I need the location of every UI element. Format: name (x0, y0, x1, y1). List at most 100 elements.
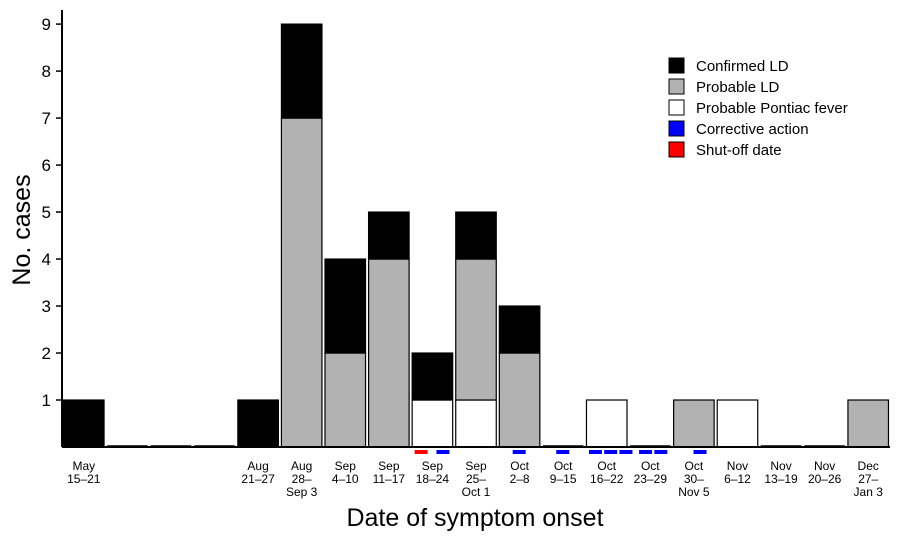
shut-off-marker (414, 450, 428, 454)
bars-group (62, 23, 890, 448)
x-category-line: Oct (597, 459, 616, 473)
bar-segment (324, 352, 367, 448)
x-axis-title: Date of symptom onset (346, 504, 603, 532)
bar-segment (280, 23, 323, 119)
x-category-line: Oct (510, 459, 529, 473)
legend-swatch (668, 141, 685, 158)
corrective-action-marker (512, 450, 526, 454)
x-category-label: Nov 13–19 (764, 459, 798, 486)
y-tick-label: 3 (42, 297, 51, 316)
bar-segment (455, 258, 497, 401)
bar-segment (411, 399, 454, 448)
x-category-label: Oct 16–22 (590, 459, 624, 486)
bar-segment (324, 258, 367, 354)
x-category-line: 21–27 (241, 472, 275, 486)
x-category-line: Sep (378, 459, 400, 473)
bar-segment (498, 352, 541, 448)
bar-segment (716, 399, 759, 448)
corrective-action-marker (619, 450, 633, 454)
bar-segment (847, 399, 890, 448)
x-category-line: Oct 1 (462, 485, 491, 499)
x-category-line: Oct (641, 459, 660, 473)
x-category-label: Nov 20–26 (808, 459, 842, 486)
bar-segment (455, 399, 497, 448)
x-category-line: Jan 3 (854, 485, 884, 499)
legend: Confirmed LD Probable LD Probable Pontiac … (668, 57, 848, 159)
bar-segment (367, 258, 410, 448)
x-category-line: Sep 3 (286, 485, 318, 499)
x-category-line: Nov (727, 459, 748, 473)
x-category-line: 6–12 (724, 472, 751, 486)
y-tick-label: 9 (42, 15, 51, 34)
x-category-line: Sep (422, 459, 444, 473)
x-category-label: Sep 25– Oct 1 (462, 459, 491, 499)
x-category-line: Aug (247, 459, 268, 473)
x-category-line: 15–21 (67, 472, 101, 486)
x-category-label: May 15–21 (67, 459, 101, 486)
y-tick-label: 6 (42, 156, 51, 175)
x-category-line: Sep (465, 459, 487, 473)
x-category-label: Dec 27– Jan 3 (854, 459, 884, 499)
x-category-label: Sep 11–17 (373, 459, 406, 486)
y-ticks-group: 1 2 3 4 5 6 7 8 9 (42, 15, 62, 410)
bar-segment (237, 399, 279, 448)
x-category-line: 9–15 (550, 472, 577, 486)
y-tick-label: 5 (42, 203, 51, 222)
y-tick-label: 1 (42, 391, 51, 410)
x-category-line: Oct (554, 459, 573, 473)
bar-segment (280, 117, 323, 448)
x-category-line: 28– (292, 472, 312, 486)
legend-label: Shut-off date (696, 142, 782, 159)
bar-segment (62, 399, 105, 448)
x-category-line: 23–29 (634, 472, 668, 486)
bar-segment (498, 305, 541, 354)
y-tick-label: 8 (42, 62, 51, 81)
y-tick-label: 2 (42, 344, 51, 363)
x-category-line: Sep (335, 459, 357, 473)
x-category-label: Sep 4–10 (332, 459, 359, 486)
corrective-action-marker (639, 450, 653, 454)
y-axis-title: No. cases (8, 174, 36, 285)
x-category-label: Oct 9–15 (550, 459, 577, 486)
x-category-line: May (72, 459, 95, 473)
x-category-line: 25– (466, 472, 486, 486)
x-category-line: 30– (684, 472, 704, 486)
x-category-line: Nov (814, 459, 835, 473)
x-category-line: 20–26 (808, 472, 842, 486)
x-category-line: Aug (291, 459, 312, 473)
x-category-label: Oct 30– Nov 5 (678, 459, 710, 499)
x-category-label: Oct 23–29 (634, 459, 668, 486)
bar-segment (411, 352, 454, 401)
x-category-label: Sep 18–24 (416, 459, 450, 486)
legend-swatch (668, 57, 685, 74)
x-category-line: 2–8 (510, 472, 530, 486)
y-tick-label: 7 (42, 109, 51, 128)
x-category-line: Nov 5 (678, 485, 710, 499)
x-category-label: Aug 21–27 (241, 459, 275, 486)
x-category-line: 11–17 (373, 472, 406, 486)
corrective-action-marker (693, 450, 707, 454)
corrective-action-marker (588, 450, 602, 454)
x-category-line: 13–19 (764, 472, 798, 486)
markers-group (414, 450, 707, 454)
x-category-label: Aug 28– Sep 3 (286, 459, 318, 499)
legend-label: Corrective action (696, 121, 809, 138)
bar-segment (673, 399, 715, 448)
x-category-label: Oct 2–8 (510, 459, 530, 486)
bar-segment (585, 399, 628, 448)
x-category-line: 18–24 (416, 472, 450, 486)
bar-segment (367, 211, 410, 260)
x-category-line: Oct (685, 459, 704, 473)
corrective-action-marker (654, 450, 668, 454)
y-tick-label: 4 (42, 250, 51, 269)
legend-label: Confirmed LD (696, 58, 789, 75)
x-category-line: 27– (858, 472, 878, 486)
corrective-action-marker (604, 450, 618, 454)
x-category-line: 16–22 (590, 472, 624, 486)
bar-segment (455, 211, 497, 260)
x-category-label: Nov 6–12 (724, 459, 751, 486)
legend-label: Probable LD (696, 79, 780, 96)
corrective-action-marker (436, 450, 450, 454)
